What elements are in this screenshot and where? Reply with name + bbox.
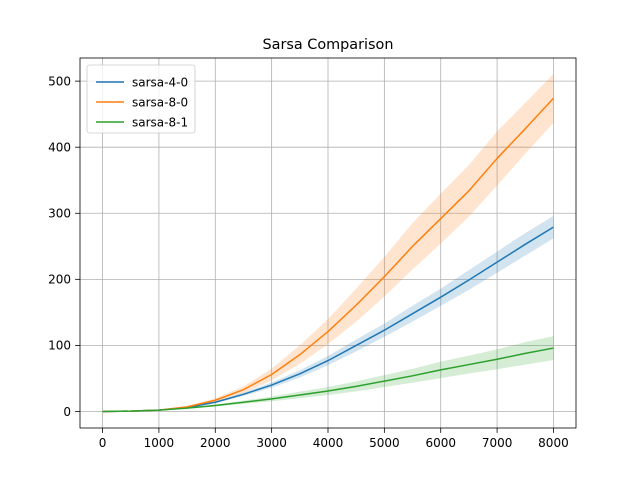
x-tick-label: 4000 [313, 436, 344, 450]
legend: sarsa-4-0 sarsa-8-0 sarsa-8-1 [86, 64, 196, 134]
confidence-band-sarsa-8-1 [102, 336, 554, 412]
y-tick-label: 400 [48, 140, 71, 154]
series-line-sarsa-8-0 [102, 97, 555, 413]
tick-layer: 0 1000 2000 3000 4000 5000 6000 7000 8000 0 100 200… [48, 74, 569, 450]
x-tick-label: 8000 [538, 436, 569, 450]
x-tick-label: 6000 [425, 436, 456, 450]
grid-layer [80, 58, 576, 428]
band-layer [102, 73, 554, 412]
y-tick-label: 300 [48, 207, 71, 221]
x-tick-label: 1000 [144, 436, 175, 450]
series-line-sarsa-8-1 [102, 347, 554, 413]
x-tick-label: 5000 [369, 436, 400, 450]
line-layer [102, 97, 555, 413]
y-tick-label: 100 [48, 339, 71, 353]
y-tick-label: 0 [63, 405, 71, 419]
x-tick-label: 2000 [200, 436, 231, 450]
x-tick-label: 7000 [482, 436, 513, 450]
y-tick-label: 200 [48, 273, 71, 287]
legend-label: sarsa-8-0 [132, 95, 188, 109]
y-tick-label: 500 [48, 74, 71, 88]
x-tick-label: 3000 [256, 436, 287, 450]
chart-title: Sarsa Comparison [263, 37, 394, 53]
confidence-band-sarsa-8-0 [102, 73, 554, 412]
x-tick-label: 0 [99, 436, 107, 450]
legend-label: sarsa-4-0 [132, 75, 188, 89]
legend-label: sarsa-8-1 [132, 115, 188, 129]
